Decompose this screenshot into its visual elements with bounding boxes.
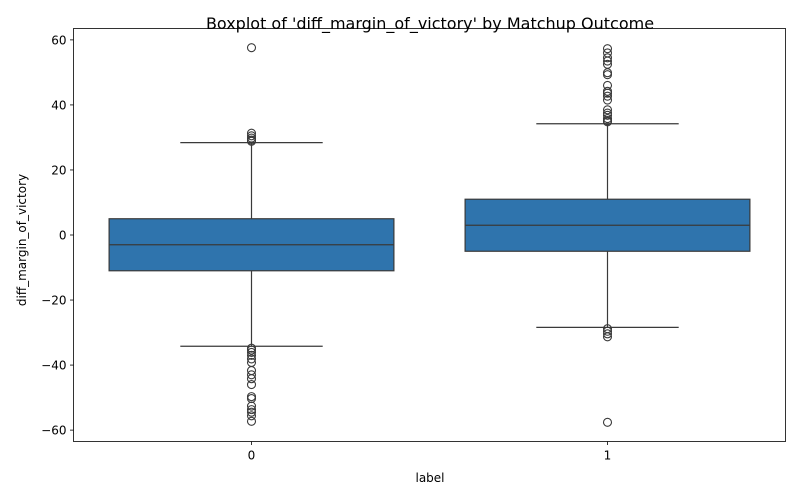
y-tick-label: 60 xyxy=(51,33,66,47)
outlier-point xyxy=(246,380,257,390)
outlier-point xyxy=(602,88,613,98)
y-tick-label: 0 xyxy=(59,229,67,243)
outlier-point xyxy=(602,56,613,66)
y-tick-label: −20 xyxy=(41,294,66,308)
outlier-point xyxy=(246,407,257,417)
outlier-point xyxy=(246,405,257,415)
outlier-point xyxy=(246,136,257,146)
plot-area xyxy=(108,43,751,427)
outlier-point xyxy=(602,417,613,427)
outlier-point xyxy=(246,374,257,384)
y-axis: −60 −40 −20 0 20 40 60 xyxy=(41,33,74,438)
outlier-point xyxy=(246,416,257,426)
chart-title: Boxplot of 'diff_margin_of_victory' by M… xyxy=(206,14,654,34)
outlier-point xyxy=(602,332,613,342)
y-tick-label: −40 xyxy=(41,359,66,373)
outlier-point xyxy=(246,392,257,402)
outlier-point xyxy=(246,354,257,364)
x-axis-label: label xyxy=(415,471,444,485)
x-tick-label: 1 xyxy=(604,449,612,463)
y-tick-label: 20 xyxy=(51,163,66,177)
outlier-point xyxy=(246,43,257,53)
outlier-point xyxy=(602,95,613,105)
box-group xyxy=(108,43,395,426)
outlier-point xyxy=(602,44,613,54)
outlier-point xyxy=(246,350,257,360)
y-axis-label: diff_margin_of_victory xyxy=(15,174,29,306)
outlier-point xyxy=(602,70,613,80)
outlier-point xyxy=(246,411,257,421)
outlier-point xyxy=(602,326,613,336)
outlier-point xyxy=(246,401,257,411)
outlier-point xyxy=(602,68,613,78)
outlier-point xyxy=(246,131,257,141)
outlier-point xyxy=(246,347,257,357)
y-tick-label: 40 xyxy=(51,98,66,112)
outlier-point xyxy=(602,53,613,63)
box-group xyxy=(464,44,751,427)
outlier-point xyxy=(602,105,613,115)
outlier-point xyxy=(246,370,257,380)
outlier-point xyxy=(246,345,257,355)
outlier-point xyxy=(602,117,613,127)
x-tick-label: 0 xyxy=(248,449,256,463)
outlier-point xyxy=(602,91,613,101)
y-tick-label: −60 xyxy=(41,424,66,438)
outlier-point xyxy=(602,329,613,339)
outlier-point xyxy=(246,394,257,404)
outlier-point xyxy=(602,110,613,120)
